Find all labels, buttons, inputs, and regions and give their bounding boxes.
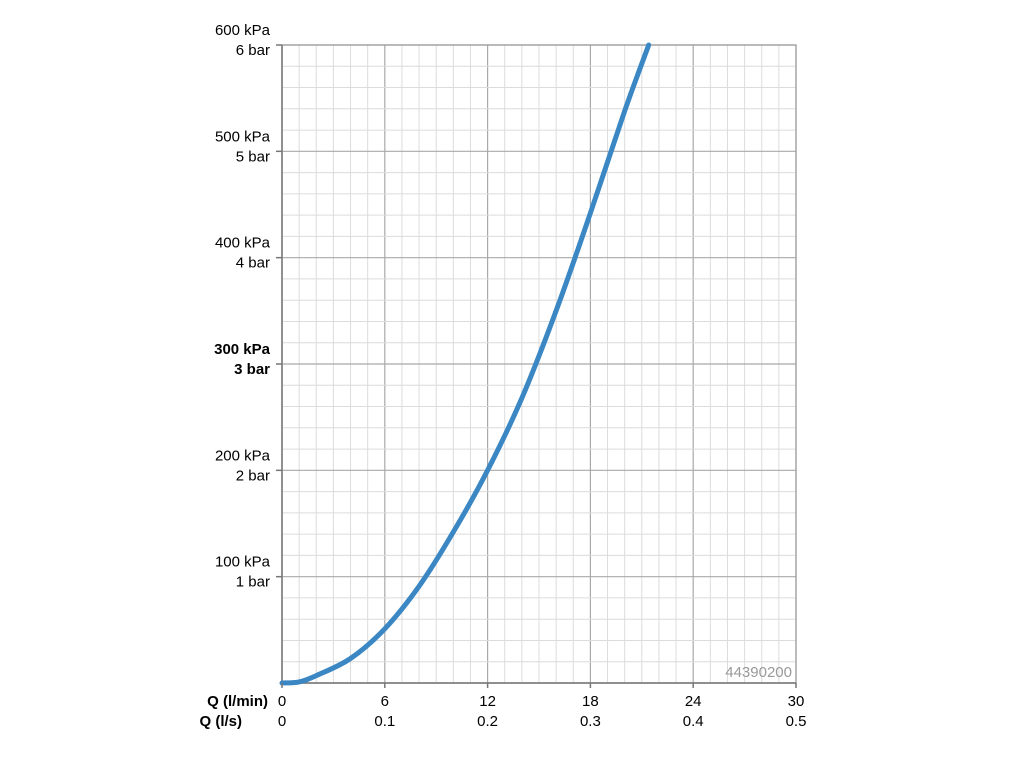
watermark-code: 44390200 (725, 664, 792, 681)
x-tick-label-lmin: 24 (685, 693, 702, 710)
x-axis-label-secondary: Q (l/s) (199, 713, 242, 730)
y-tick-label-kpa: 600 kPa (215, 22, 271, 39)
x-tick-label-ls: 0.2 (477, 713, 498, 730)
x-tick-label-ls: 0.5 (786, 713, 807, 730)
y-tick-label-bar: 3 bar (234, 361, 270, 378)
x-tick-label-ls: 0.3 (580, 713, 601, 730)
x-tick-label-ls: 0 (278, 713, 286, 730)
y-tick-label-bar: 2 bar (236, 467, 270, 484)
y-tick-label-kpa: 400 kPa (215, 235, 271, 252)
x-tick-label-ls: 0.1 (374, 713, 395, 730)
y-tick-label-bar: 1 bar (236, 574, 270, 591)
x-tick-label-ls: 0.4 (683, 713, 704, 730)
y-tick-label-kpa: 200 kPa (215, 447, 271, 464)
x-tick-label-lmin: 12 (479, 693, 496, 710)
x-tick-label-lmin: 18 (582, 693, 599, 710)
series-line (279, 42, 652, 686)
y-tick-label-bar: 6 bar (236, 42, 270, 59)
series-layer (279, 42, 652, 686)
x-tick-label-lmin: 30 (788, 693, 805, 710)
x-tick-label-lmin: 0 (278, 693, 286, 710)
y-tick-label-bar: 5 bar (236, 148, 270, 165)
y-tick-label-bar: 4 bar (236, 255, 270, 272)
x-axis-label-primary: Q (l/min) (207, 693, 268, 710)
y-tick-label-kpa: 100 kPa (215, 554, 271, 571)
y-tick-label-kpa: 300 kPa (214, 341, 271, 358)
y-tick-label-kpa: 500 kPa (215, 128, 271, 145)
y-axis: 100 kPa 1 bar 200 kPa 2 bar 300 kPa 3 bar 400 … (214, 22, 282, 591)
grid (281, 44, 797, 684)
x-axis: Q (l/min) Q (l/s) 0 0 6 0.1 12 0.2 18 0.3 24 0.4 3… (199, 683, 806, 730)
x-tick-label-lmin: 6 (381, 693, 389, 710)
